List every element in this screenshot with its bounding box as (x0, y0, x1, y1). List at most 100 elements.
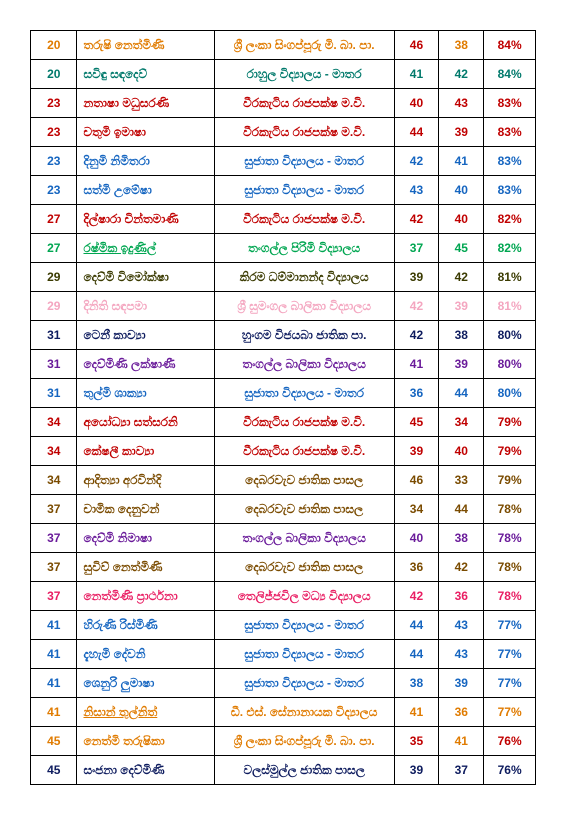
percent-cell: 78% (484, 553, 536, 582)
school-cell: වීරකැටිය රාජපක්ෂ ම.වි. (214, 205, 394, 234)
rank-cell: 37 (31, 582, 77, 611)
name-cell: නිසාන් තුල්නිත් (77, 698, 214, 727)
name-cell: චතුමි ඉමාෂා (77, 118, 214, 147)
school-cell: කිරම ධම්මානන්ද විද්‍යාලය (214, 263, 394, 292)
table-row: 27දිල්ෂාරා චින්තමාණිවීරකැටිය රාජපක්ෂ ම.ව… (31, 205, 536, 234)
table-row: 37නෙත්මිණි ප්‍රාර්ථනාතෙලිජ්ජවිල මධ්‍ය වි… (31, 582, 536, 611)
table-row: 34අයෝධ්‍යා සත්සරනිවීරකැටිය රාජපක්ෂ ම.වි.… (31, 408, 536, 437)
percent-cell: 83% (484, 118, 536, 147)
name-cell: දෙව්මි විමෝක්ෂා (77, 263, 214, 292)
table-row: 31ටෙනී කාව්‍යාහුංගම විජයබා ජාතික පා.4238… (31, 321, 536, 350)
table-row: 37චාමික දෙනුවන්දෙබරවැව ජාතික පාසල344478% (31, 495, 536, 524)
score1-cell: 39 (394, 756, 439, 785)
school-cell: ඩී. එස්. සේනානායක විද්‍යාලය (214, 698, 394, 727)
score2-cell: 38 (439, 321, 484, 350)
school-cell: වීරකැටිය රාජපක්ෂ ම.වි. (214, 408, 394, 437)
school-cell: හුංගම විජයබා ජාතික පා. (214, 321, 394, 350)
score2-cell: 43 (439, 640, 484, 669)
name-cell: සුවිව් නෙත්මිණි (77, 553, 214, 582)
results-table: 20තරුෂි නෙත්මිණිශ්‍රී ලංකා සිංගප්පූරු මි… (30, 30, 536, 785)
table-row: 29දිනිති සඳපමාශ්‍රී සුමංගල බාලිකා විද්‍ය… (31, 292, 536, 321)
table-row: 41නිසාන් තුල්නිත්ඩී. එස්. සේනානායක විද්‍… (31, 698, 536, 727)
rank-cell: 31 (31, 379, 77, 408)
score2-cell: 42 (439, 60, 484, 89)
score1-cell: 38 (394, 669, 439, 698)
table-row: 41හිරුණි රිස්මිණිසුජාතා විද්‍යාලය - මාතර… (31, 611, 536, 640)
rank-cell: 37 (31, 553, 77, 582)
score1-cell: 42 (394, 205, 439, 234)
score1-cell: 42 (394, 582, 439, 611)
school-cell: සුජාතා විද්‍යාලය - මාතර (214, 379, 394, 408)
table-row: 37දෙව්මි නිමාෂාතංගල්ල බාලිකා විද්‍යාලය40… (31, 524, 536, 553)
percent-cell: 81% (484, 292, 536, 321)
score2-cell: 36 (439, 582, 484, 611)
score2-cell: 45 (439, 234, 484, 263)
rank-cell: 23 (31, 89, 77, 118)
percent-cell: 76% (484, 727, 536, 756)
table-row: 23සත්මි උමේෂාසුජාතා විද්‍යාලය - මාතර4340… (31, 176, 536, 205)
percent-cell: 83% (484, 89, 536, 118)
table-row: 37සුවිව් නෙත්මිණිදෙබරවැව ජාතික පාසල36427… (31, 553, 536, 582)
percent-cell: 84% (484, 31, 536, 60)
rank-cell: 34 (31, 466, 77, 495)
school-cell: තෙලිජ්ජවිල මධ්‍ය විද්‍යාලය (214, 582, 394, 611)
rank-cell: 20 (31, 60, 77, 89)
name-cell: සවිඳු සඳදෙව් (77, 60, 214, 89)
percent-cell: 80% (484, 350, 536, 379)
score2-cell: 37 (439, 756, 484, 785)
score2-cell: 39 (439, 292, 484, 321)
name-cell: තුල්මි ශාක්‍යා (77, 379, 214, 408)
score2-cell: 44 (439, 495, 484, 524)
score2-cell: 44 (439, 379, 484, 408)
school-cell: තංගල්ල බාලිකා විද්‍යාලය (214, 524, 394, 553)
percent-cell: 78% (484, 582, 536, 611)
name-cell: ටෙනී කාව්‍යා (77, 321, 214, 350)
table-row: 23නතාෂා මධුසරණිවීරකැටිය රාජපක්ෂ ම.වි.404… (31, 89, 536, 118)
rank-cell: 41 (31, 669, 77, 698)
score1-cell: 42 (394, 321, 439, 350)
table-row: 31තුල්මි ශාක්‍යාසුජාතා විද්‍යාලය - මාතර3… (31, 379, 536, 408)
school-cell: තංගල්ල බාලිකා විද්‍යාලය (214, 350, 394, 379)
name-cell: නෙත්මි තරුෂිකා (77, 727, 214, 756)
percent-cell: 82% (484, 234, 536, 263)
school-cell: දෙබරවැව ජාතික පාසල (214, 466, 394, 495)
score2-cell: 36 (439, 698, 484, 727)
percent-cell: 83% (484, 176, 536, 205)
score2-cell: 43 (439, 89, 484, 118)
score2-cell: 40 (439, 437, 484, 466)
name-cell: රෂ්මික ඉදුණිල් (77, 234, 214, 263)
percent-cell: 79% (484, 408, 536, 437)
school-cell: වීරකැටිය රාජපක්ෂ ම.වි. (214, 89, 394, 118)
score2-cell: 34 (439, 408, 484, 437)
name-cell: දෙව්මි නිමාෂා (77, 524, 214, 553)
table-row: 27රෂ්මික ඉදුණිල්තංගල්ල පිරිමි විද්‍යාලය3… (31, 234, 536, 263)
school-cell: තංගල්ල පිරිමි විද්‍යාලය (214, 234, 394, 263)
name-cell: දිනුමි නිමිතරා (77, 147, 214, 176)
table-row: 29දෙව්මි විමෝක්ෂාකිරම ධම්මානන්ද විද්‍යාල… (31, 263, 536, 292)
name-cell: චාමික දෙනුවන් (77, 495, 214, 524)
score2-cell: 40 (439, 176, 484, 205)
score1-cell: 36 (394, 553, 439, 582)
rank-cell: 20 (31, 31, 77, 60)
score1-cell: 35 (394, 727, 439, 756)
score1-cell: 40 (394, 524, 439, 553)
score1-cell: 42 (394, 147, 439, 176)
school-cell: සුජාතා විද්‍යාලය - මාතර (214, 176, 394, 205)
name-cell: සංජනා දෙව්මිණි (77, 756, 214, 785)
score2-cell: 41 (439, 727, 484, 756)
name-cell: තරුෂි නෙත්මිණි (77, 31, 214, 60)
table-row: 45සංජනා දෙව්මිණිවලස්මුල්ල ජාතික පාසල3937… (31, 756, 536, 785)
table-row: 34ආදිත්‍යා අරවින්දිදෙබරවැව ජාතික පාසල463… (31, 466, 536, 495)
rank-cell: 29 (31, 263, 77, 292)
rank-cell: 23 (31, 118, 77, 147)
rank-cell: 45 (31, 727, 77, 756)
score2-cell: 39 (439, 669, 484, 698)
rank-cell: 34 (31, 437, 77, 466)
score1-cell: 46 (394, 466, 439, 495)
percent-cell: 82% (484, 205, 536, 234)
score1-cell: 41 (394, 60, 439, 89)
percent-cell: 80% (484, 321, 536, 350)
name-cell: කේෂලී කාව්‍යා (77, 437, 214, 466)
school-cell: වීරකැටිය රාජපක්ෂ ම.වි. (214, 118, 394, 147)
school-cell: වීරකැටිය රාජපක්ෂ ම.වි. (214, 437, 394, 466)
